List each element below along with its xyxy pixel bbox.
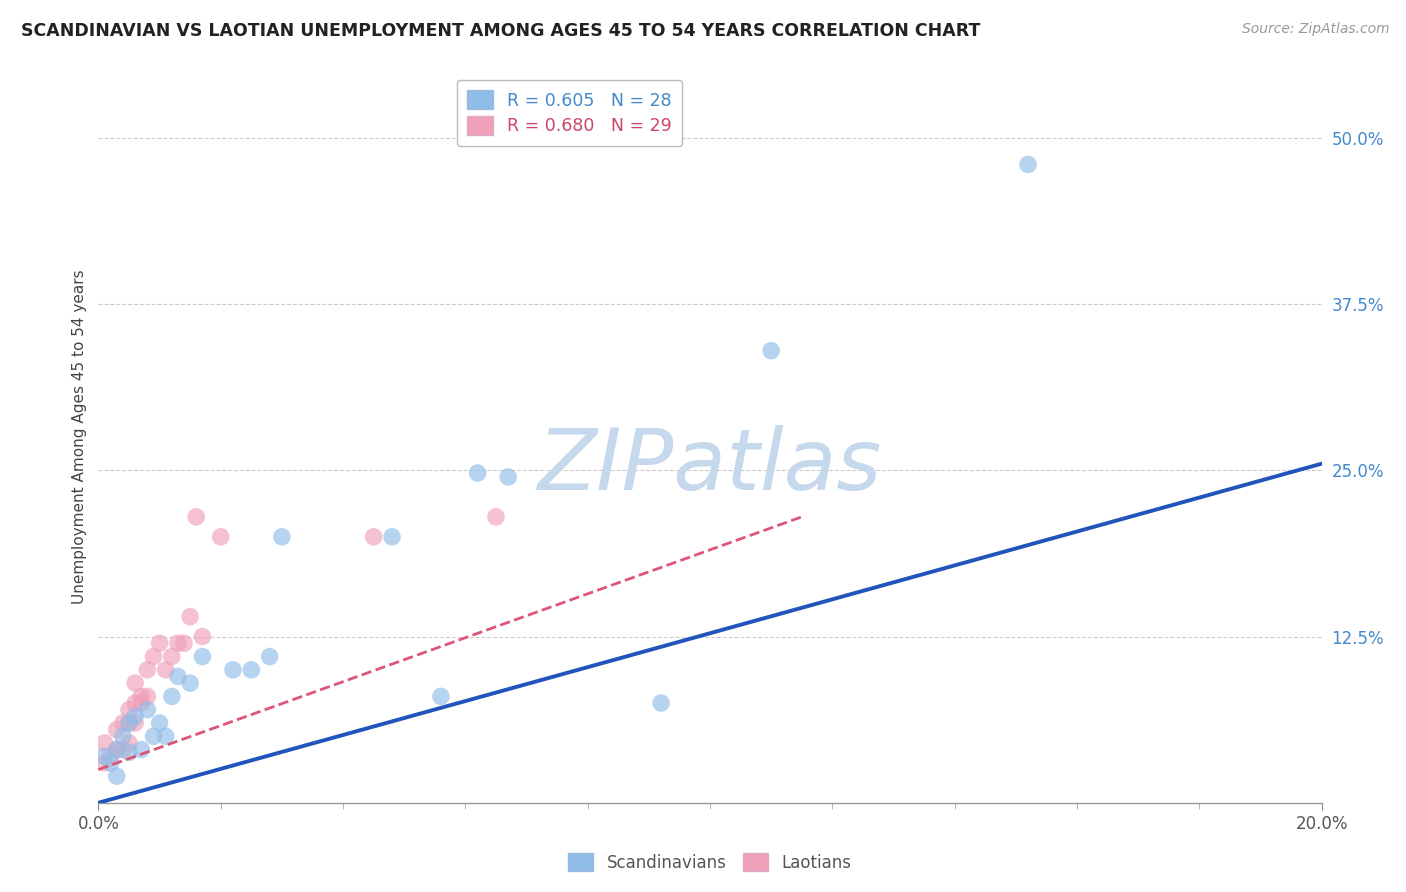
Point: [93, 756, 115, 770]
Point: [105, 742, 128, 756]
Point: [222, 663, 245, 677]
Point: [93, 736, 115, 750]
Point: [118, 703, 141, 717]
Point: [111, 716, 134, 731]
Point: [124, 716, 146, 731]
Point: [363, 530, 385, 544]
Point: [496, 470, 519, 484]
Point: [93, 749, 115, 764]
Y-axis label: Unemployment Among Ages 45 to 54 years: Unemployment Among Ages 45 to 54 years: [72, 269, 87, 605]
Point: [118, 745, 141, 759]
Point: [179, 676, 201, 690]
Point: [142, 729, 165, 743]
Point: [100, 749, 122, 764]
Point: [270, 530, 292, 544]
Point: [111, 729, 134, 743]
Point: [191, 630, 214, 644]
Point: [209, 530, 232, 544]
Point: [155, 663, 177, 677]
Point: [105, 769, 128, 783]
Point: [259, 649, 281, 664]
Legend: Scandinavians, Laotians: Scandinavians, Laotians: [562, 847, 858, 879]
Point: [160, 649, 183, 664]
Point: [118, 716, 141, 731]
Point: [124, 709, 146, 723]
Point: [100, 756, 122, 770]
Point: [167, 636, 190, 650]
Point: [485, 509, 508, 524]
Point: [186, 509, 208, 524]
Point: [129, 690, 152, 704]
Text: Source: ZipAtlas.com: Source: ZipAtlas.com: [1241, 22, 1389, 37]
Point: [136, 703, 159, 717]
Point: [160, 690, 183, 704]
Text: SCANDINAVIAN VS LAOTIAN UNEMPLOYMENT AMONG AGES 45 TO 54 YEARS CORRELATION CHART: SCANDINAVIAN VS LAOTIAN UNEMPLOYMENT AMO…: [21, 22, 980, 40]
Point: [124, 676, 146, 690]
Point: [430, 690, 453, 704]
Point: [149, 716, 172, 731]
Point: [759, 343, 782, 358]
Point: [136, 690, 159, 704]
Point: [381, 530, 404, 544]
Point: [179, 609, 201, 624]
Point: [129, 742, 152, 756]
Point: [142, 649, 165, 664]
Point: [111, 742, 134, 756]
Point: [173, 636, 195, 650]
Point: [118, 736, 141, 750]
Point: [1017, 157, 1039, 171]
Point: [105, 723, 128, 737]
Point: [167, 669, 190, 683]
Point: [650, 696, 672, 710]
Point: [118, 716, 141, 731]
Point: [149, 636, 172, 650]
Text: ZIPatlas: ZIPatlas: [538, 425, 882, 508]
Point: [467, 466, 489, 480]
Point: [129, 696, 152, 710]
Point: [124, 696, 146, 710]
Point: [240, 663, 263, 677]
Point: [136, 663, 159, 677]
Point: [191, 649, 214, 664]
Point: [105, 742, 128, 756]
Point: [155, 729, 177, 743]
